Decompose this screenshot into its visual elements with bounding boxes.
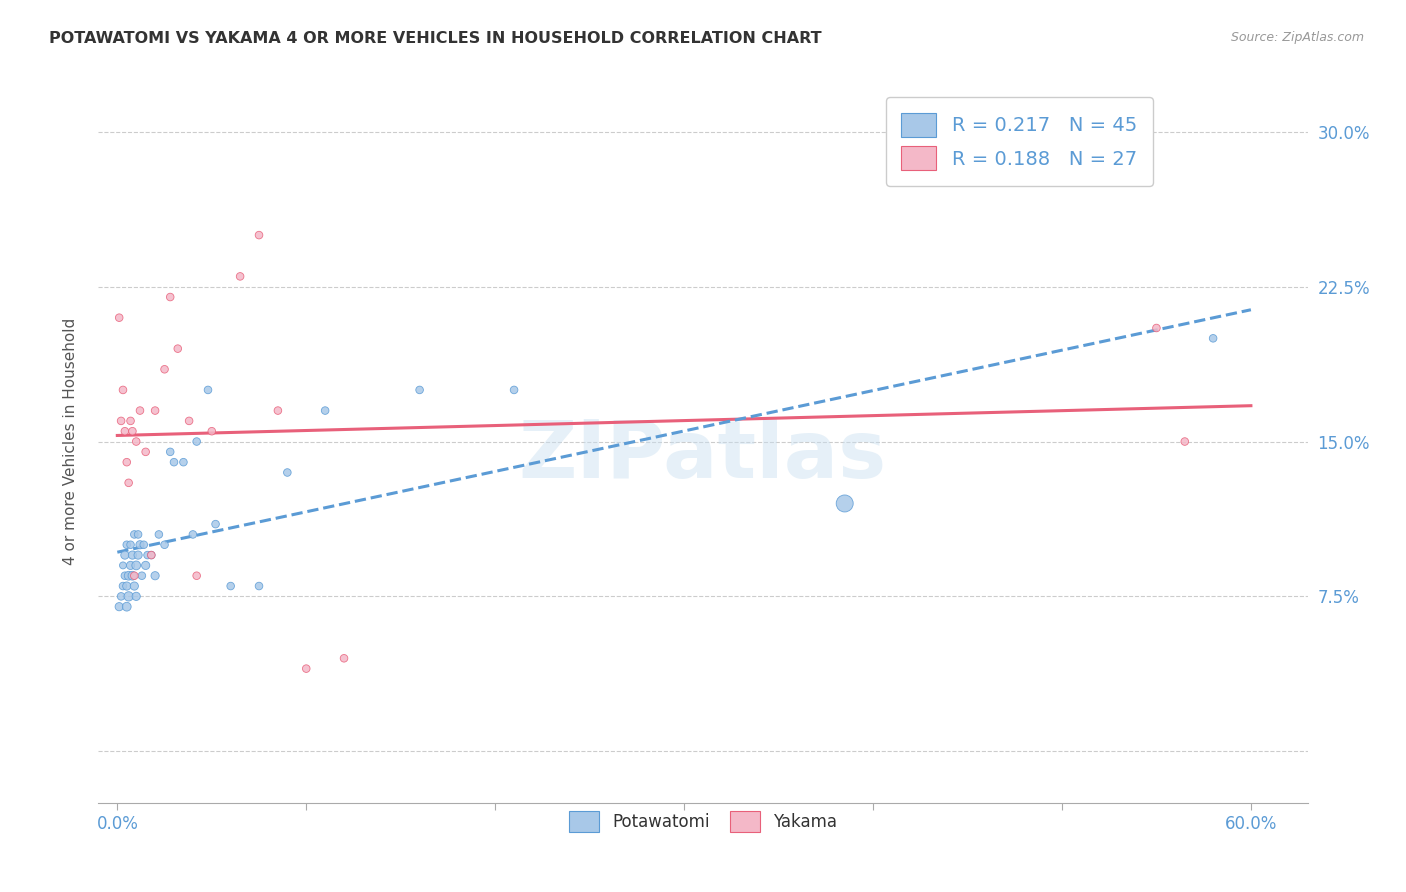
- Point: [143, 403, 166, 417]
- Point: [120, 558, 142, 573]
- Point: [219, 579, 242, 593]
- Point: [125, 434, 148, 449]
- Y-axis label: 4 or more Vehicles in Household: 4 or more Vehicles in Household: [63, 318, 77, 566]
- Point: [1174, 434, 1197, 449]
- Legend: Potawatomi, Yakama: Potawatomi, Yakama: [555, 798, 851, 845]
- Point: [108, 310, 131, 325]
- Point: [141, 548, 163, 562]
- Point: [141, 548, 163, 562]
- Point: [247, 579, 270, 593]
- Point: [186, 434, 208, 449]
- Point: [159, 445, 181, 459]
- Point: [503, 383, 526, 397]
- Point: [110, 590, 132, 604]
- Point: [148, 527, 170, 541]
- Point: [197, 383, 219, 397]
- Point: [132, 538, 155, 552]
- Text: POTAWATOMI VS YAKAMA 4 OR MORE VEHICLES IN HOUSEHOLD CORRELATION CHART: POTAWATOMI VS YAKAMA 4 OR MORE VEHICLES …: [49, 31, 823, 46]
- Point: [120, 414, 142, 428]
- Point: [115, 455, 138, 469]
- Point: [121, 568, 143, 582]
- Point: [121, 424, 143, 438]
- Point: [143, 568, 166, 582]
- Point: [163, 455, 186, 469]
- Point: [111, 579, 134, 593]
- Text: Source: ZipAtlas.com: Source: ZipAtlas.com: [1230, 31, 1364, 45]
- Point: [179, 414, 201, 428]
- Point: [166, 342, 188, 356]
- Point: [1202, 331, 1225, 345]
- Point: [172, 455, 194, 469]
- Point: [333, 651, 356, 665]
- Point: [229, 269, 252, 284]
- Text: ZIPatlas: ZIPatlas: [519, 417, 887, 495]
- Point: [124, 579, 146, 593]
- Point: [834, 496, 856, 510]
- Point: [114, 548, 136, 562]
- Point: [111, 383, 134, 397]
- Point: [127, 548, 149, 562]
- Point: [125, 558, 148, 573]
- Point: [115, 599, 138, 614]
- Point: [115, 538, 138, 552]
- Point: [108, 599, 131, 614]
- Point: [1146, 321, 1168, 335]
- Point: [125, 590, 148, 604]
- Point: [124, 527, 146, 541]
- Point: [153, 538, 176, 552]
- Point: [204, 517, 226, 532]
- Point: [129, 403, 152, 417]
- Point: [118, 475, 141, 490]
- Point: [153, 362, 176, 376]
- Point: [124, 568, 146, 582]
- Point: [136, 548, 159, 562]
- Point: [111, 558, 134, 573]
- Point: [267, 403, 290, 417]
- Point: [408, 383, 430, 397]
- Point: [114, 424, 136, 438]
- Point: [121, 548, 143, 562]
- Point: [276, 466, 298, 480]
- Point: [131, 568, 153, 582]
- Point: [181, 527, 204, 541]
- Point: [135, 445, 157, 459]
- Point: [186, 568, 208, 582]
- Point: [201, 424, 224, 438]
- Point: [295, 662, 318, 676]
- Point: [314, 403, 336, 417]
- Point: [247, 228, 270, 243]
- Point: [118, 590, 141, 604]
- Point: [159, 290, 181, 304]
- Point: [110, 414, 132, 428]
- Point: [135, 558, 157, 573]
- Point: [115, 579, 138, 593]
- Point: [127, 527, 149, 541]
- Point: [129, 538, 152, 552]
- Point: [120, 538, 142, 552]
- Point: [118, 568, 141, 582]
- Point: [114, 568, 136, 582]
